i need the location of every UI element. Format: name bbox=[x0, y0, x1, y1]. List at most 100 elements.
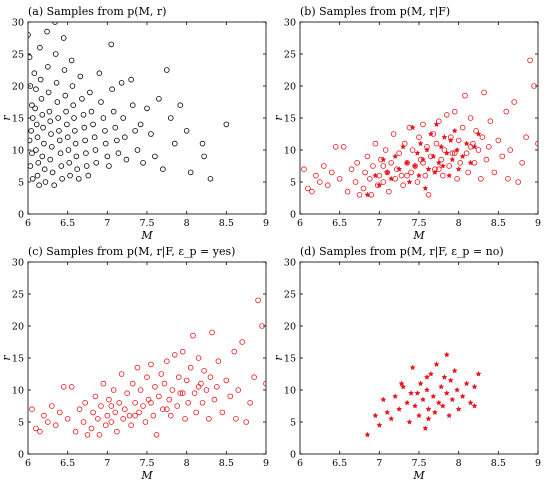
x-tick-label: 6 bbox=[297, 458, 303, 469]
star-point bbox=[364, 191, 371, 198]
circle-point bbox=[28, 137, 33, 144]
star-point bbox=[446, 172, 453, 179]
circle-point bbox=[156, 96, 162, 102]
circle-point bbox=[185, 399, 192, 406]
circle-point bbox=[487, 118, 494, 124]
star-point bbox=[388, 415, 395, 422]
plot-frame bbox=[27, 261, 267, 455]
circle-point bbox=[102, 422, 109, 429]
circle-point bbox=[132, 412, 138, 419]
star-point bbox=[467, 159, 474, 166]
circle-point bbox=[137, 121, 144, 128]
circle-point bbox=[31, 70, 38, 76]
circle-point bbox=[160, 166, 166, 173]
circle-point bbox=[183, 377, 190, 384]
star-point bbox=[475, 130, 482, 137]
circle-point bbox=[199, 399, 206, 406]
circle-point bbox=[161, 380, 168, 387]
panel-title: (c) Samples from p(M, r|F, ε_p = yes) bbox=[28, 245, 235, 259]
star-point bbox=[400, 383, 407, 390]
star-point bbox=[435, 399, 442, 406]
circle-point bbox=[121, 134, 128, 141]
star-point bbox=[459, 153, 466, 160]
circle-point bbox=[145, 396, 152, 403]
star-point bbox=[449, 396, 456, 403]
circle-point bbox=[76, 406, 83, 413]
circle-point bbox=[116, 399, 123, 406]
star-point bbox=[471, 383, 478, 390]
circle-point bbox=[523, 134, 529, 141]
star-point bbox=[423, 386, 431, 393]
circle-point bbox=[443, 112, 450, 118]
star-point bbox=[425, 415, 432, 422]
circle-point bbox=[309, 188, 315, 195]
circle-point bbox=[150, 412, 157, 419]
circle-point bbox=[336, 176, 343, 182]
circle-point bbox=[115, 150, 122, 157]
x-axis-label: M bbox=[140, 469, 153, 482]
circle-point bbox=[77, 73, 84, 80]
circle-point bbox=[112, 124, 119, 131]
circle-point bbox=[219, 409, 226, 416]
star-point bbox=[380, 396, 387, 403]
circle-point bbox=[128, 422, 134, 429]
circle-point bbox=[44, 28, 50, 35]
circle-point bbox=[191, 390, 198, 397]
star-point bbox=[438, 383, 445, 390]
circle-point bbox=[390, 131, 397, 137]
circle-point bbox=[164, 67, 170, 73]
star-point bbox=[433, 361, 440, 368]
star-point bbox=[431, 409, 438, 416]
star-point bbox=[463, 140, 470, 147]
circle-point bbox=[47, 118, 54, 124]
y-tick-label: 0 bbox=[18, 450, 24, 461]
circle-point bbox=[38, 96, 45, 102]
data-points bbox=[29, 297, 266, 438]
plot-frame bbox=[27, 21, 267, 215]
circle-point bbox=[41, 140, 47, 147]
circle-point bbox=[48, 403, 55, 409]
circle-point bbox=[34, 172, 41, 179]
circle-point bbox=[320, 163, 327, 169]
y-tick-label: 10 bbox=[12, 146, 24, 157]
circle-point bbox=[451, 108, 458, 115]
circle-point bbox=[140, 160, 146, 166]
circle-point bbox=[479, 134, 486, 141]
x-tick-label: 6 bbox=[25, 458, 31, 469]
circle-point bbox=[72, 128, 78, 134]
circle-point bbox=[144, 374, 150, 381]
x-tick-label: 7 bbox=[376, 218, 382, 229]
star-point bbox=[443, 351, 450, 358]
panel-3: (c) Samples from p(M, r|F, ε_p = yes) 6 6.… bbox=[0, 245, 269, 482]
circle-point bbox=[56, 137, 63, 144]
y-tick-label: 20 bbox=[284, 322, 296, 333]
circle-point bbox=[112, 409, 119, 416]
circle-point bbox=[370, 163, 376, 169]
circle-point bbox=[118, 80, 125, 86]
circle-point bbox=[507, 147, 514, 153]
x-tick-label: 8.5 bbox=[219, 458, 234, 469]
star-point bbox=[409, 364, 416, 371]
y-axis-label: r bbox=[0, 355, 13, 361]
circle-point bbox=[118, 371, 125, 377]
star-point bbox=[423, 373, 431, 380]
x-tick-label: 7 bbox=[376, 458, 382, 469]
star-point bbox=[384, 169, 391, 176]
x-tick-label: 6.5 bbox=[332, 458, 347, 469]
circle-point bbox=[96, 431, 103, 438]
star-point bbox=[419, 156, 427, 163]
circle-point bbox=[414, 179, 421, 185]
circle-point bbox=[67, 172, 73, 179]
circle-point bbox=[29, 406, 35, 413]
circle-point bbox=[29, 150, 35, 157]
circle-point bbox=[360, 185, 367, 192]
circle-point bbox=[233, 415, 239, 422]
circle-point bbox=[400, 182, 406, 189]
circle-point bbox=[535, 140, 538, 147]
circle-point bbox=[398, 172, 405, 179]
circle-point bbox=[87, 89, 93, 96]
circle-point bbox=[102, 128, 108, 134]
circle-point bbox=[446, 163, 452, 169]
circle-point bbox=[72, 428, 79, 435]
